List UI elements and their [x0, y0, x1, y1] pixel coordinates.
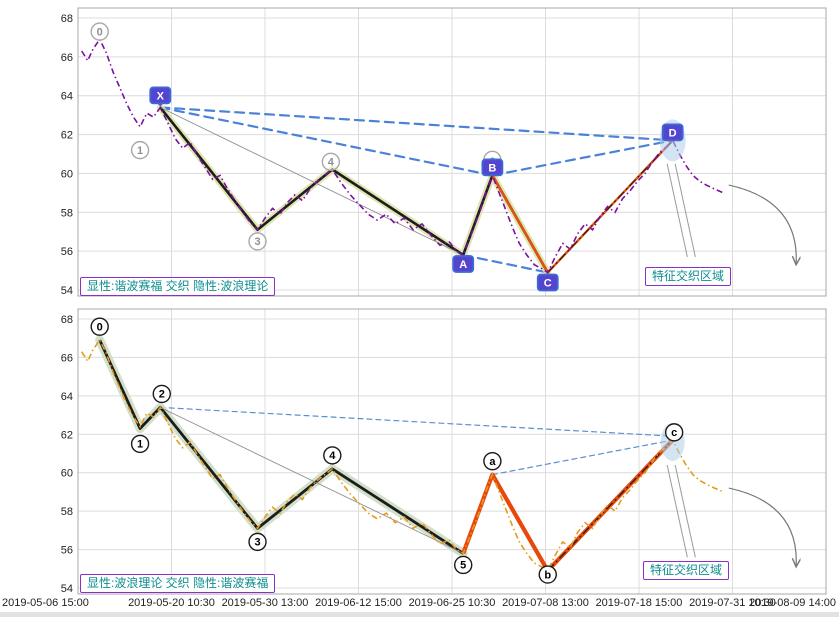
x-tick-label: 2019-07-08 13:00 [502, 597, 589, 609]
svg-text:5: 5 [460, 560, 466, 572]
x-tick-label: 2019-07-31 10:30 [689, 597, 776, 609]
svg-text:3: 3 [254, 537, 260, 549]
y-tick-label: 56 [61, 246, 73, 258]
x-tick-label: 2019-05-20 10:30 [128, 597, 215, 609]
wave-circle-0[interactable]: 0 [90, 317, 109, 336]
wave-circle-3[interactable]: 3 [248, 532, 267, 552]
svg-text:4: 4 [329, 450, 336, 462]
harmonic-bcd-leg [491, 139, 674, 274]
wave-circle-0[interactable]: 0 [90, 22, 109, 41]
pattern-point-B[interactable]: B [481, 158, 504, 177]
svg-text:3: 3 [254, 236, 260, 248]
pattern-point-X[interactable]: X [149, 86, 172, 107]
x-tick-label: 2019-06-25 10:30 [409, 597, 496, 609]
feature-zone-label-top: 特征交织区域 [645, 267, 732, 286]
svg-text:D: D [669, 127, 677, 139]
x-tick-label: 2019-05-06 15:00 [2, 597, 89, 609]
bottom-edge [0, 612, 839, 617]
y-tick-label: 60 [61, 468, 73, 480]
cd-dashdot-line [547, 139, 674, 273]
trend-arrow [728, 184, 797, 265]
y-tick-label: 62 [61, 429, 73, 441]
wave-circle-b[interactable]: b [538, 565, 557, 584]
wave-circle-3[interactable]: 3 [248, 232, 267, 251]
wave-circle-4[interactable]: 4 [323, 446, 342, 465]
zone-pointer-line [666, 163, 688, 258]
y-tick-label: 68 [61, 314, 73, 326]
zone-pointer-line [674, 163, 696, 258]
y-tick-label: 54 [61, 583, 73, 595]
pattern-point-A[interactable]: A [452, 255, 475, 273]
y-tick-label: 66 [61, 352, 73, 364]
legend-explicit-wave: 显性:波浪理论 交织 隐性:谐波赛福 [80, 574, 276, 593]
x-tick-label: 2019-07-18 15:00 [596, 597, 683, 609]
svg-text:X: X [157, 90, 165, 102]
bc-dashdot-line [547, 439, 674, 572]
zone-pointer-line [674, 464, 696, 558]
y-tick-label: 58 [61, 506, 73, 518]
pattern-point-C[interactable]: C [536, 273, 559, 292]
pattern-dashed-line [159, 106, 674, 142]
svg-text:b: b [544, 569, 551, 581]
svg-text:4: 4 [328, 157, 335, 169]
y-tick-label: 68 [61, 13, 73, 25]
wave-circle-2[interactable]: 2 [152, 384, 171, 404]
svg-text:B: B [488, 162, 496, 174]
y-tick-label: 64 [61, 391, 73, 403]
harmonic-xabc-zigzag-halo [156, 103, 552, 276]
wave-12345-zigzag [98, 339, 464, 555]
pattern-dashed-line [491, 139, 674, 177]
svg-text:a: a [489, 456, 496, 468]
plot-border [77, 308, 827, 595]
svg-text:C: C [544, 278, 552, 290]
y-tick-label: 64 [61, 91, 73, 103]
svg-text:c: c [671, 427, 677, 439]
x-tick-label: 2019-08-09 14:00 [749, 597, 836, 609]
feature-zone-label-bottom: 特征交织区域 [643, 561, 730, 580]
x-tick-label: 2019-05-30 13:00 [222, 597, 309, 609]
plot-border [77, 7, 827, 297]
pattern-dashed-line [159, 106, 494, 177]
x-tick-label: 2019-06-12 15:00 [315, 597, 402, 609]
wave-circle-1[interactable]: 1 [130, 140, 150, 160]
wave-circle-5[interactable]: 5 [454, 555, 473, 575]
svg-text:1: 1 [137, 145, 143, 157]
price-line [81, 37, 724, 274]
price-line [81, 338, 724, 572]
trend-arrow [728, 487, 797, 567]
svg-text:0: 0 [97, 321, 103, 333]
svg-text:A: A [459, 259, 467, 271]
wave-circle-4[interactable]: 4 [321, 152, 341, 171]
harmonic-cypher-panel: 54565860626466680134aXABCD [61, 7, 827, 297]
wave-circle-1[interactable]: 1 [130, 434, 150, 454]
pattern-dashed-line [491, 439, 674, 476]
y-tick-label: 56 [61, 545, 73, 557]
svg-text:1: 1 [137, 439, 143, 451]
svg-text:2: 2 [159, 389, 165, 401]
pattern-dashed-line [159, 406, 674, 437]
pattern-dashed-line [462, 253, 549, 274]
y-tick-label: 58 [61, 207, 73, 219]
y-tick-label: 66 [61, 52, 73, 64]
wave-circle-c[interactable]: c [664, 423, 684, 442]
legend-explicit-harmonic: 显性:谐波赛福 交织 隐性:波浪理论 [80, 277, 276, 296]
zone-pointer-line [666, 464, 688, 558]
wave-circle-a[interactable]: a [483, 451, 502, 471]
svg-text:0: 0 [97, 26, 103, 38]
y-tick-label: 60 [61, 168, 73, 180]
y-tick-label: 54 [61, 285, 73, 297]
y-tick-label: 62 [61, 130, 73, 142]
pattern-point-D[interactable]: D [661, 123, 684, 142]
channel-line [160, 106, 464, 256]
wave-12345-zigzag-halo [95, 335, 468, 558]
channel-line [160, 406, 464, 554]
